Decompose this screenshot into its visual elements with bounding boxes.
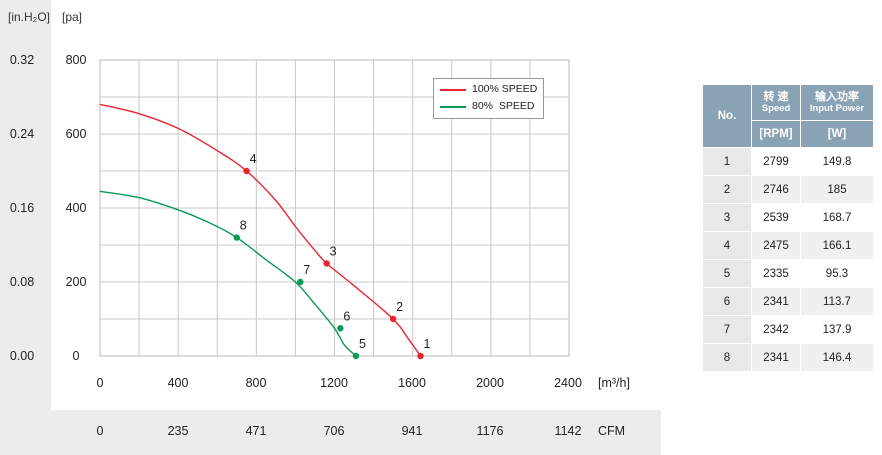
header-speed-en: Speed bbox=[761, 102, 791, 114]
row-no: 8 bbox=[702, 343, 752, 372]
table-row: 1 2799 149.8 bbox=[702, 147, 874, 176]
row-power: 95.3 bbox=[800, 259, 874, 288]
point-label-2: 2 bbox=[396, 300, 403, 314]
table-row: 2 2746 185 bbox=[702, 175, 874, 204]
row-speed: 2341 bbox=[751, 343, 801, 372]
operating-point-7 bbox=[297, 278, 304, 286]
spec-table: No. 转 速 Speed 输入功率 Input Power [RPM] [W]… bbox=[702, 84, 874, 372]
y-tick-pa: 200 bbox=[65, 275, 87, 289]
y-tick-pa: 400 bbox=[65, 201, 87, 215]
x-tick-cfm: 0 bbox=[96, 424, 104, 438]
table-row: 4 2475 166.1 bbox=[702, 231, 874, 260]
row-speed: 2475 bbox=[751, 231, 801, 260]
row-speed: 2799 bbox=[751, 147, 801, 176]
header-power-cn: 输入功率 bbox=[815, 90, 859, 103]
row-speed: 2341 bbox=[751, 287, 801, 316]
row-power: 137.9 bbox=[800, 315, 874, 344]
y-tick-inh2o: 0.16 bbox=[9, 201, 35, 215]
point-label-1: 1 bbox=[423, 337, 430, 351]
operating-point-4 bbox=[243, 167, 250, 175]
row-no: 6 bbox=[702, 287, 752, 316]
cfm-axis-band bbox=[0, 410, 661, 455]
x-tick-m3h: 1600 bbox=[398, 376, 426, 390]
x-tick-m3h: 400 bbox=[167, 376, 189, 390]
x-tick-cfm: 1176 bbox=[476, 424, 504, 438]
table-row: 3 2539 168.7 bbox=[702, 203, 874, 232]
x-tick-cfm: 706 bbox=[323, 424, 345, 438]
point-label-5: 5 bbox=[359, 337, 366, 351]
row-speed: 2539 bbox=[751, 203, 801, 232]
y-tick-pa: 800 bbox=[65, 53, 87, 67]
operating-point-6 bbox=[337, 325, 344, 332]
row-no: 1 bbox=[702, 147, 752, 176]
x-tick-cfm: 941 bbox=[401, 424, 423, 438]
row-power: 166.1 bbox=[800, 231, 874, 260]
table-row: 7 2342 137.9 bbox=[702, 315, 874, 344]
y-tick-pa: 0 bbox=[72, 349, 80, 363]
operating-point-2 bbox=[389, 315, 397, 323]
table-row: 6 2341 113.7 bbox=[702, 287, 874, 316]
y-unit-pa: [pa] bbox=[62, 10, 83, 24]
point-label-6: 6 bbox=[343, 309, 350, 323]
header-no: No. bbox=[702, 84, 752, 148]
operating-point-5 bbox=[352, 352, 360, 360]
x-unit-cfm: CFM bbox=[598, 424, 626, 438]
y-tick-inh2o: 0.08 bbox=[9, 275, 35, 289]
legend-label-80: 80% SPEED bbox=[472, 100, 535, 112]
x-tick-cfm: 235 bbox=[167, 424, 189, 438]
header-power-en: Input Power bbox=[809, 102, 865, 114]
table-row: 8 2341 146.4 bbox=[702, 343, 874, 372]
point-label-4: 4 bbox=[250, 152, 257, 166]
legend-item-80: 80% SPEED bbox=[434, 99, 543, 115]
row-power: 168.7 bbox=[800, 203, 874, 232]
operating-point-8 bbox=[233, 234, 240, 241]
y-tick-pa: 600 bbox=[65, 127, 87, 141]
x-tick-m3h: 800 bbox=[245, 376, 267, 390]
legend-label-100: 100% SPEED bbox=[472, 83, 538, 95]
table-row: 5 2335 95.3 bbox=[702, 259, 874, 288]
row-speed: 2342 bbox=[751, 315, 801, 344]
point-label-7: 7 bbox=[303, 263, 310, 277]
row-speed: 2746 bbox=[751, 175, 801, 204]
y-tick-inh2o: 0.32 bbox=[9, 53, 35, 67]
row-no: 4 bbox=[702, 231, 752, 260]
operating-point-3 bbox=[323, 260, 330, 267]
point-label-8: 8 bbox=[240, 219, 247, 233]
chart-legend: 100% SPEED 80% SPEED bbox=[433, 78, 544, 119]
unit-speed: [RPM] bbox=[751, 120, 801, 148]
x-tick-cfm: 471 bbox=[245, 424, 267, 438]
header-speed-cn: 转 速 bbox=[763, 90, 789, 103]
row-power: 146.4 bbox=[800, 343, 874, 372]
x-tick-m3h: 2000 bbox=[476, 376, 504, 390]
x-tick-cfm: 1142 bbox=[554, 424, 582, 438]
legend-item-100: 100% SPEED bbox=[434, 82, 543, 98]
row-speed: 2335 bbox=[751, 259, 801, 288]
point-label-3: 3 bbox=[330, 245, 337, 259]
left-axis-band bbox=[0, 0, 51, 455]
operating-point-1 bbox=[417, 352, 424, 360]
series-line-80 bbox=[99, 190, 357, 357]
unit-power: [W] bbox=[800, 120, 874, 148]
header-power: 输入功率 Input Power bbox=[800, 84, 874, 121]
row-power: 113.7 bbox=[800, 287, 874, 316]
row-power: 149.8 bbox=[800, 147, 874, 176]
row-power: 185 bbox=[800, 175, 874, 204]
header-speed: 转 速 Speed bbox=[751, 84, 801, 121]
legend-swatch-100 bbox=[440, 89, 466, 91]
row-no: 5 bbox=[702, 259, 752, 288]
row-no: 7 bbox=[702, 315, 752, 344]
y-tick-inh2o: 0.24 bbox=[9, 127, 35, 141]
y-tick-inh2o: 0.00 bbox=[9, 349, 35, 363]
x-tick-m3h: 2400 bbox=[554, 376, 582, 390]
x-tick-m3h: 0 bbox=[96, 376, 104, 390]
row-no: 3 bbox=[702, 203, 752, 232]
x-unit-m3h: [m³/h] bbox=[598, 376, 630, 390]
x-tick-m3h: 1200 bbox=[320, 376, 348, 390]
legend-swatch-80 bbox=[440, 106, 466, 108]
row-no: 2 bbox=[702, 175, 752, 204]
y-unit-inh2o: [in.H₂O] bbox=[8, 10, 50, 24]
